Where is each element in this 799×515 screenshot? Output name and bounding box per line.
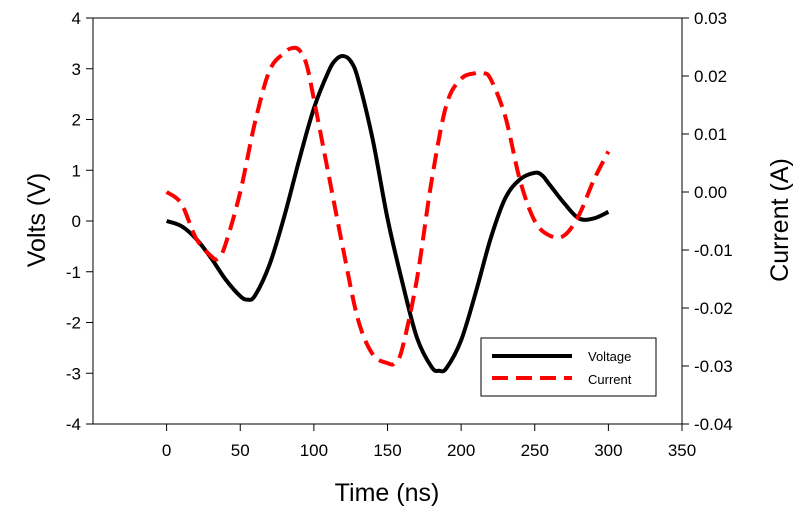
y-tick-label: -3: [66, 364, 81, 383]
x-tick-label: 50: [231, 441, 250, 460]
series-line-voltage: [165, 54, 610, 374]
y-tick-label: 2: [72, 111, 81, 130]
x-tick-label: 250: [521, 441, 549, 460]
y-axis-right: -0.04 -0.03 -0.02 -0.01 0.00 0.01 0.02 0.03: [682, 9, 733, 434]
y2-tick-label: 0.03: [694, 9, 727, 28]
y-tick-label: 3: [72, 60, 81, 79]
y2-tick-label: 0.02: [694, 67, 727, 86]
y-tick-label: -4: [66, 415, 81, 434]
y2-tick-label: 0.01: [694, 125, 727, 144]
x-axis-title: Time (ns): [335, 479, 440, 507]
x-tick-label: 200: [447, 441, 475, 460]
y-tick-label: 0: [72, 212, 81, 231]
y2-tick-label: -0.03: [694, 357, 733, 376]
y-tick-label: -2: [66, 314, 81, 333]
x-tick-label: 0: [162, 441, 171, 460]
legend: Voltage Current: [480, 337, 657, 397]
series-line-current: [165, 45, 611, 367]
x-tick-label: 100: [300, 441, 328, 460]
legend-label-current: Current: [588, 372, 632, 387]
series-lines: [165, 45, 611, 374]
x-tick-label: 350: [668, 441, 696, 460]
legend-label-voltage: Voltage: [588, 349, 631, 364]
y-tick-label: 4: [72, 9, 81, 28]
y2-tick-label: -0.02: [694, 299, 733, 318]
x-tick-label: 150: [373, 441, 401, 460]
y2-tick-label: -0.04: [694, 415, 733, 434]
x-tick-label: 300: [594, 441, 622, 460]
y-tick-label: 1: [72, 161, 81, 180]
legend-box: [480, 337, 657, 397]
y-axis-title: Volts (V): [23, 173, 51, 267]
y2-tick-label: 0.00: [694, 183, 727, 202]
y-axis-left: -4 -3 -2 -1 0 1 2 3 4: [66, 9, 93, 434]
y2-tick-label: -0.01: [694, 241, 733, 260]
y2-axis-title: Current (A): [766, 158, 794, 282]
y-tick-label: -1: [66, 263, 81, 282]
x-axis: 0 50 100 150 200 250 300 350: [162, 424, 696, 460]
